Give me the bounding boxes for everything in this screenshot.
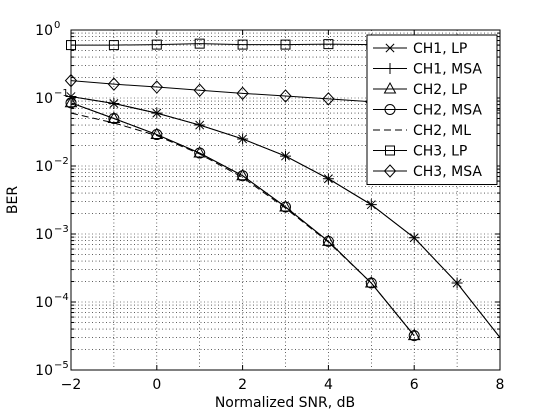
y-tick-exponent: −2 bbox=[54, 156, 69, 167]
y-tick-exponent: −5 bbox=[54, 360, 69, 371]
legend-label: CH1, LP bbox=[413, 41, 467, 57]
marker-plus bbox=[151, 107, 163, 119]
marker-circle bbox=[280, 201, 291, 213]
marker-square bbox=[280, 39, 291, 50]
y-tick-label: 10 bbox=[35, 363, 53, 379]
x-tick-label: 8 bbox=[496, 377, 505, 393]
marker-plus bbox=[194, 119, 206, 131]
legend-label: CH3, LP bbox=[413, 144, 467, 160]
marker-triangle bbox=[364, 276, 378, 288]
y-tick-exponent: 0 bbox=[54, 20, 60, 31]
marker-diamond bbox=[150, 80, 163, 94]
marker-diamond bbox=[279, 89, 292, 103]
legend-label: CH2, LP bbox=[413, 82, 467, 98]
x-axis-label: Normalized SNR, dB bbox=[215, 395, 355, 411]
marker-square bbox=[108, 40, 119, 51]
y-tick-label: 10 bbox=[35, 295, 53, 311]
marker-square bbox=[194, 38, 205, 49]
marker-plus bbox=[408, 232, 420, 244]
marker-circle bbox=[365, 277, 377, 289]
x-tick-label: 0 bbox=[152, 377, 161, 393]
x-tick-labels: −2 0 2 4 6 8 bbox=[61, 377, 505, 393]
marker-square bbox=[237, 39, 248, 50]
marker-diamond bbox=[383, 164, 397, 178]
marker-circle bbox=[108, 112, 120, 124]
y-tick-label: 10 bbox=[35, 23, 53, 39]
legend-label: CH1, MSA bbox=[413, 62, 482, 78]
x-tick-label: 2 bbox=[238, 377, 247, 393]
series-5 bbox=[70, 112, 415, 336]
marker-triangle bbox=[383, 81, 397, 94]
marker-circle bbox=[384, 104, 396, 115]
legend-label: CH2, MSA bbox=[413, 103, 482, 119]
marker-circle bbox=[408, 330, 420, 342]
marker-triangle bbox=[407, 328, 421, 341]
marker-square bbox=[323, 39, 334, 50]
marker-plus bbox=[384, 63, 396, 74]
y-axis-label: BER bbox=[5, 186, 21, 214]
marker-circle bbox=[322, 235, 334, 247]
marker-x bbox=[385, 43, 395, 53]
y-tick-label: 10 bbox=[35, 159, 53, 175]
marker-square bbox=[151, 39, 162, 50]
marker-plus bbox=[108, 98, 120, 110]
marker-diamond bbox=[107, 77, 121, 91]
y-tick-label: 10 bbox=[35, 91, 53, 107]
series-line bbox=[70, 112, 415, 336]
legend: CH1, LP CH1, MSA CH2, LP CH2, MSA CH2, ML CH3… bbox=[366, 34, 498, 185]
marker-circle bbox=[194, 147, 206, 159]
series-layer bbox=[64, 38, 501, 342]
marker-plus bbox=[237, 133, 249, 145]
x-tick-label: −2 bbox=[61, 377, 82, 393]
x-tick-label: 6 bbox=[410, 377, 419, 393]
series-2 bbox=[65, 91, 501, 338]
plot-frame bbox=[70, 29, 501, 371]
marker-plus bbox=[322, 173, 334, 185]
x-tick-label: 4 bbox=[324, 377, 333, 393]
legend-label: CH3, MSA bbox=[413, 164, 482, 180]
marker-diamond bbox=[322, 92, 335, 106]
marker-plus bbox=[451, 277, 463, 289]
marker-diamond bbox=[193, 83, 206, 97]
y-tick-exponent: −4 bbox=[54, 292, 69, 303]
y-tick-exponent: −3 bbox=[54, 224, 69, 235]
y-tick-exponent: −1 bbox=[54, 88, 69, 99]
marker-square bbox=[385, 145, 395, 156]
marker-plus bbox=[280, 150, 291, 162]
marker-diamond bbox=[236, 86, 249, 101]
marker-plus bbox=[365, 199, 377, 211]
y-tick-label: 10 bbox=[35, 227, 53, 243]
legend-label: CH2, ML bbox=[413, 123, 471, 139]
marker-circle bbox=[237, 170, 249, 182]
